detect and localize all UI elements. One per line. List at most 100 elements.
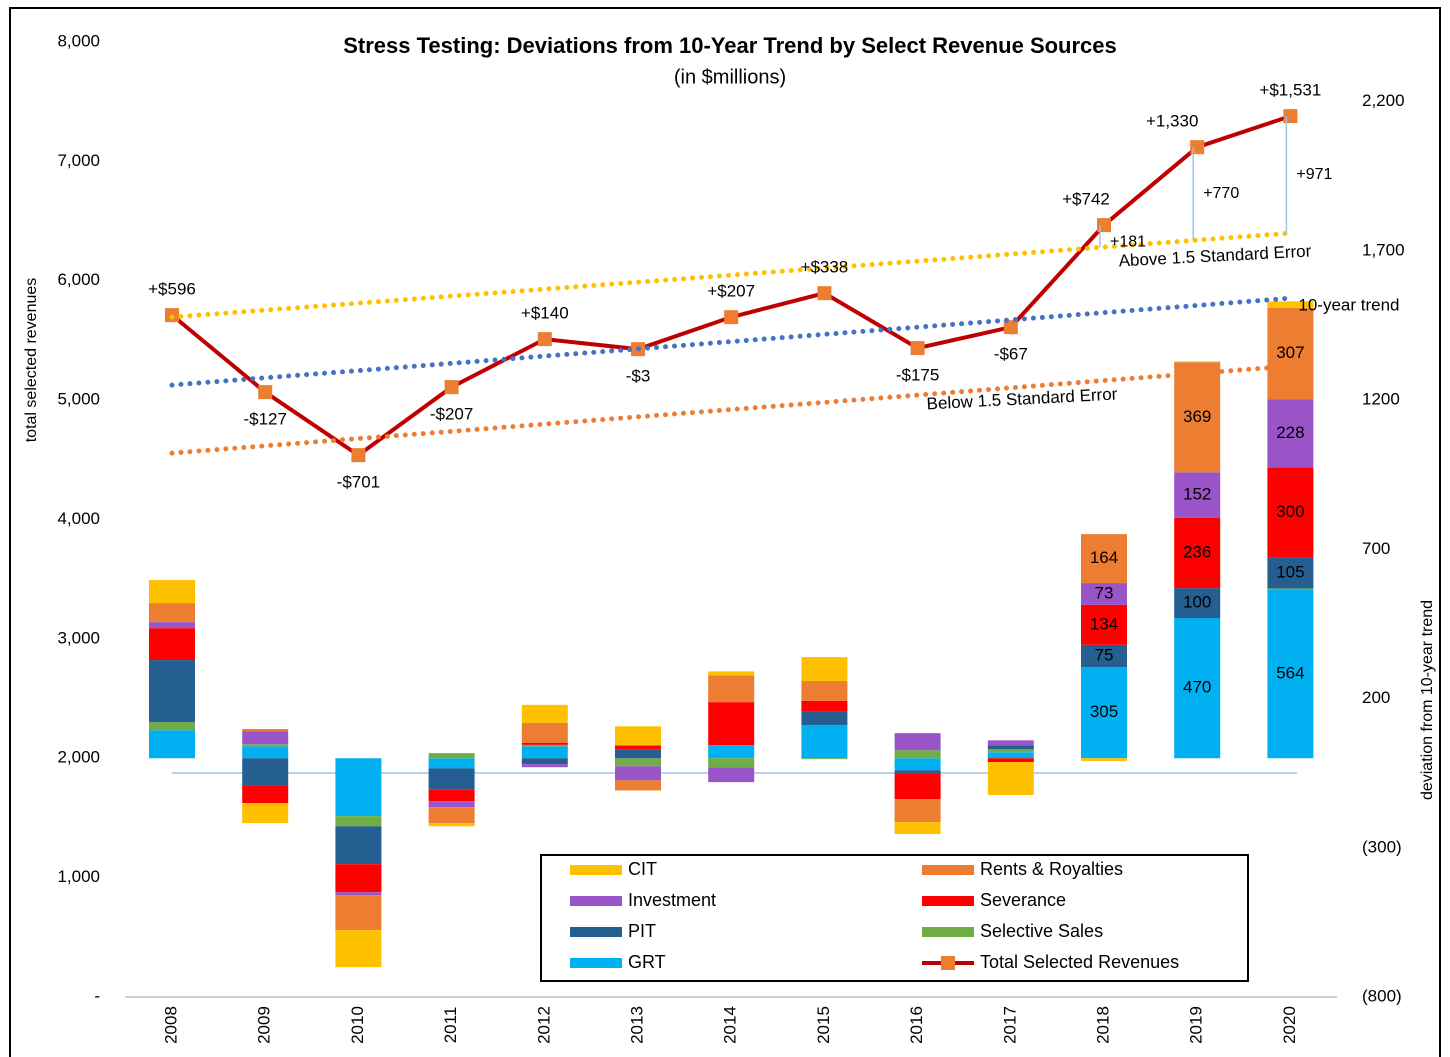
deviation-label: +$742 xyxy=(1062,190,1110,209)
bar-segment xyxy=(335,895,382,931)
gap-label: +181 xyxy=(1110,233,1146,250)
bar-segment xyxy=(335,930,382,968)
bar-segment xyxy=(708,671,755,676)
bar-segment xyxy=(149,580,195,604)
bar-segment xyxy=(987,762,1034,795)
x-tick-label: 2015 xyxy=(814,1006,833,1044)
bar-segment xyxy=(801,711,848,726)
y-axis-title: total selected revenues xyxy=(23,278,40,443)
deviation-label: +$140 xyxy=(521,304,569,323)
bar-segment xyxy=(801,680,848,701)
legend-label: Selective Sales xyxy=(980,921,1103,941)
data-label: 105 xyxy=(1276,562,1304,581)
bar-segment xyxy=(801,657,848,681)
x-tick-label: 2011 xyxy=(441,1007,460,1044)
legend-swatch xyxy=(922,865,974,875)
y-tick-label: 4,000 xyxy=(57,509,100,528)
y-tick-label: 3,000 xyxy=(57,628,100,647)
line-marker xyxy=(537,332,552,347)
line-marker xyxy=(1003,320,1018,335)
bar-segment xyxy=(615,726,661,746)
bar-segment xyxy=(1081,583,1127,605)
bar-segment xyxy=(335,816,382,827)
bar-segment xyxy=(1267,588,1314,590)
line-marker xyxy=(258,385,273,400)
data-label: 470 xyxy=(1183,678,1211,697)
legend-label: Total Selected Revenues xyxy=(980,952,1179,972)
bar-segment xyxy=(894,758,941,771)
bar-segment xyxy=(708,702,755,746)
bar-segment xyxy=(1267,399,1314,468)
y-tick-label: 8,000 xyxy=(57,31,100,50)
data-label: 236 xyxy=(1183,542,1211,561)
bar-segment xyxy=(242,803,289,824)
bar-segment xyxy=(335,826,382,865)
line-marker xyxy=(444,380,459,395)
legend-box xyxy=(540,854,1249,982)
data-label: 152 xyxy=(1183,485,1211,504)
bar-segment xyxy=(1174,361,1221,363)
bar-segment xyxy=(894,733,941,751)
deviation-label: -$175 xyxy=(896,366,939,385)
bar-segment xyxy=(615,780,661,791)
bar-segment xyxy=(1267,301,1314,308)
data-label: 369 xyxy=(1183,407,1211,426)
bar-segment xyxy=(242,744,289,747)
x-tick-label: 2020 xyxy=(1280,1006,1299,1044)
deviation-label: +1,330 xyxy=(1146,112,1198,131)
bar-segment xyxy=(521,744,568,747)
bar-segment xyxy=(987,758,1034,763)
x-tick-label: 2012 xyxy=(534,1006,553,1044)
bar-segment xyxy=(521,746,568,759)
bar-segment xyxy=(708,758,755,768)
bar-segment xyxy=(1081,604,1127,645)
deviation-label: -$3 xyxy=(626,367,651,386)
bar-segment xyxy=(521,742,568,745)
bar-segment xyxy=(894,750,941,759)
bar-segment xyxy=(428,801,475,808)
y-tick-label: 2,000 xyxy=(57,748,100,767)
bar-segment xyxy=(1267,557,1314,589)
bar-segment xyxy=(615,766,661,781)
bar-segment xyxy=(801,700,848,712)
legend-swatch xyxy=(922,896,974,906)
line-marker xyxy=(910,341,925,356)
bar-segment xyxy=(428,758,475,769)
bar-segment xyxy=(708,767,755,783)
deviation-label: -$701 xyxy=(337,473,380,492)
bar-segment xyxy=(521,722,568,743)
bar-segment xyxy=(1174,517,1221,589)
y2-tick-label: 1,700 xyxy=(1362,240,1405,259)
bar-segment xyxy=(615,758,661,767)
bar-segment xyxy=(615,745,661,750)
data-label: 73 xyxy=(1095,583,1114,602)
bar-segment xyxy=(1174,588,1221,618)
data-label: 134 xyxy=(1090,614,1118,633)
legend-marker xyxy=(941,956,955,970)
bar-segment xyxy=(1267,589,1314,759)
bar-segment xyxy=(1081,758,1127,761)
bar-segment xyxy=(149,722,195,731)
bar-segment xyxy=(1081,644,1127,668)
bar-segment xyxy=(521,704,568,723)
trend-label: 10-year trend xyxy=(1298,296,1399,315)
legend-swatch xyxy=(570,896,622,906)
y2-tick-label: (800) xyxy=(1362,986,1402,1005)
bar-segment xyxy=(521,764,568,768)
line-marker xyxy=(351,448,366,463)
line-marker xyxy=(724,310,739,325)
trend-line xyxy=(169,295,1293,388)
bar-segment xyxy=(615,749,661,759)
frame xyxy=(9,7,1441,1057)
bar-segment xyxy=(708,745,755,759)
bar-segment xyxy=(894,770,941,774)
legend-swatch xyxy=(570,958,622,968)
x-tick-label: 2018 xyxy=(1093,1006,1112,1044)
bar-segment xyxy=(894,773,941,800)
y-tick-label: 7,000 xyxy=(57,151,100,170)
chart-subtitle: (in $millions) xyxy=(674,66,786,88)
gap-label: +770 xyxy=(1203,185,1239,202)
bar-segment xyxy=(1081,534,1127,584)
deviation-label: -$127 xyxy=(243,410,286,429)
